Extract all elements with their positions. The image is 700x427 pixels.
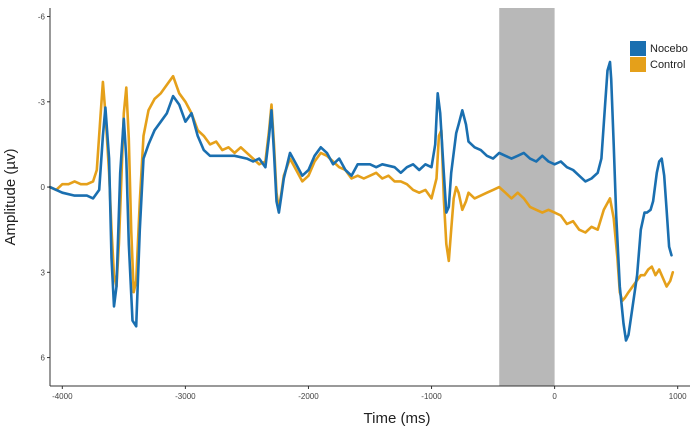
legend-swatch-control — [630, 57, 646, 72]
series-line-nocebo — [48, 60, 673, 342]
y-tick-label: 0 — [41, 183, 46, 192]
x-tick-label: -2000 — [298, 392, 319, 401]
x-tick-label: -4000 — [52, 392, 73, 401]
x-tick-label: 1000 — [669, 392, 687, 401]
shaded-region — [499, 8, 555, 386]
y-axis-title: Amplitude (µv) — [2, 148, 19, 245]
x-tick-label: 0 — [552, 392, 557, 401]
series-line-control — [48, 74, 675, 302]
legend-label-control: Control — [650, 59, 685, 71]
y-tick-label: 3 — [41, 268, 46, 277]
y-tick-label: -3 — [38, 98, 46, 107]
x-tick-label: -1000 — [421, 392, 442, 401]
legend-swatch-nocebo — [630, 41, 646, 56]
legend: Nocebo Control — [630, 41, 688, 72]
x-axis-title: Time (ms) — [364, 410, 431, 427]
y-tick-label: 6 — [41, 354, 46, 363]
legend-label-nocebo: Nocebo — [650, 43, 688, 55]
x-tick-label: -3000 — [175, 392, 196, 401]
y-tick-label: -6 — [38, 13, 46, 22]
